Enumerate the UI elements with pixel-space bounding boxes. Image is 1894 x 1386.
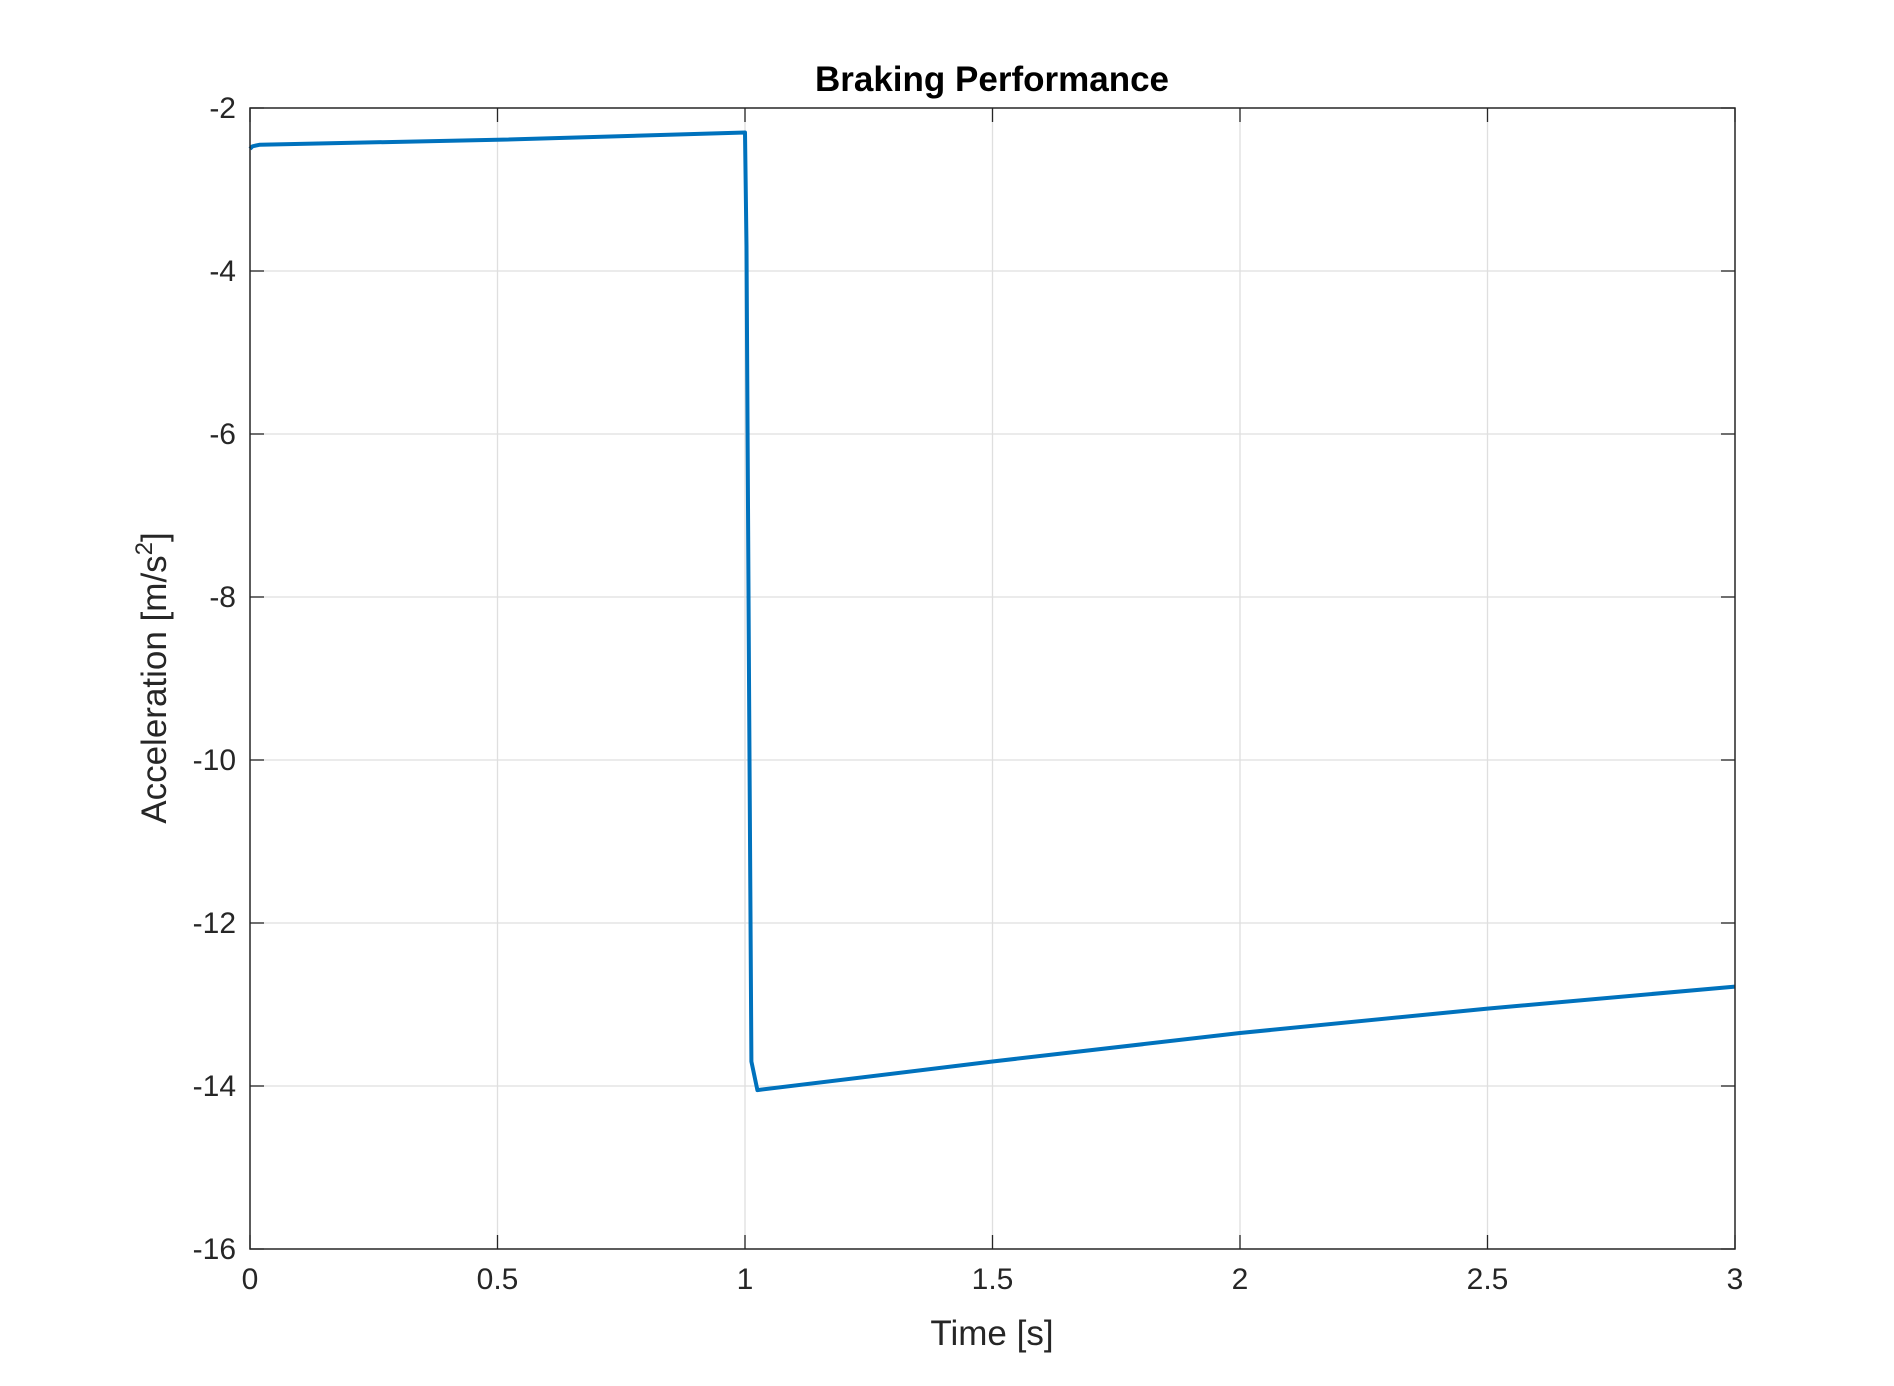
- y-tick-label: -12: [193, 907, 236, 940]
- y-axis-label-main: Acceleration [m/s: [135, 555, 174, 823]
- y-tick-label: -14: [193, 1070, 236, 1103]
- y-tick-label: -6: [209, 418, 236, 451]
- x-axis-label: Time [s]: [930, 1314, 1053, 1353]
- x-tick-label: 1: [737, 1263, 754, 1296]
- y-tick-label: -2: [209, 92, 236, 125]
- chart-title: Braking Performance: [815, 60, 1169, 99]
- y-axis-label-superscript: 2: [131, 542, 158, 555]
- x-tick-label: 3: [1727, 1263, 1744, 1296]
- y-tick-label: -10: [193, 744, 236, 777]
- y-tick-label: -16: [193, 1233, 236, 1266]
- x-tick-label: 2: [1232, 1263, 1249, 1296]
- x-tick-label: 0: [242, 1263, 259, 1296]
- x-tick-label: 1.5: [972, 1263, 1014, 1296]
- y-axis-label-close: ]: [135, 532, 174, 542]
- y-tick-label: -8: [209, 581, 236, 614]
- y-tick-label: -4: [209, 255, 236, 288]
- x-tick-label: 0.5: [477, 1263, 519, 1296]
- x-tick-label: 2.5: [1467, 1263, 1509, 1296]
- y-axis-label: Acceleration [m/s2]: [131, 532, 174, 824]
